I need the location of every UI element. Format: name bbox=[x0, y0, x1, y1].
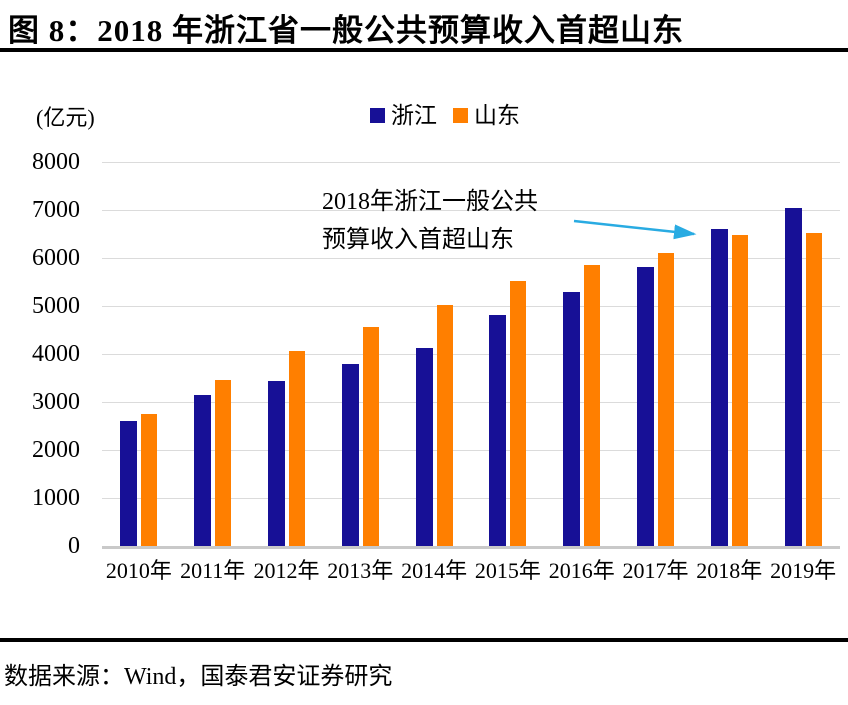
bar-group-2012年 bbox=[250, 162, 324, 546]
x-tick-label-2018年: 2018年 bbox=[696, 558, 763, 583]
y-tick-label-6000: 6000 bbox=[32, 245, 80, 271]
y-tick-label-5000: 5000 bbox=[32, 293, 80, 319]
gridline-1000 bbox=[102, 498, 840, 499]
bar-山东-2018年 bbox=[731, 235, 748, 546]
bar-山东-2011年 bbox=[215, 380, 232, 546]
bar-group-2016年 bbox=[545, 162, 619, 546]
y-tick-label-3000: 3000 bbox=[32, 389, 80, 415]
y-tick-label-2000: 2000 bbox=[32, 437, 80, 463]
bar-group-2011年 bbox=[176, 162, 250, 546]
gridline-7000 bbox=[102, 210, 840, 211]
bar-山东-2017年 bbox=[657, 253, 674, 546]
bar-浙江-2018年 bbox=[710, 229, 728, 546]
bar-浙江-2011年 bbox=[194, 395, 212, 546]
gridline-2000 bbox=[102, 450, 840, 451]
legend-item-山东: 山东 bbox=[453, 104, 520, 127]
y-tick-label-4000: 4000 bbox=[32, 341, 80, 367]
chart-legend: 浙江 山东 bbox=[370, 104, 520, 127]
footer-divider bbox=[0, 638, 848, 642]
bar-山东-2016年 bbox=[584, 265, 601, 546]
bar-group-2018年 bbox=[692, 162, 766, 546]
x-tick-label-2012年: 2012年 bbox=[253, 558, 320, 583]
gridline-5000 bbox=[102, 306, 840, 307]
x-tick-label-2010年: 2010年 bbox=[105, 558, 172, 583]
bar-浙江-2010年 bbox=[120, 421, 138, 546]
legend-swatch-icon bbox=[453, 108, 468, 123]
x-tick-label-2014年: 2014年 bbox=[401, 558, 468, 583]
bar-group-2015年 bbox=[471, 162, 545, 546]
bar-浙江-2019年 bbox=[784, 208, 802, 546]
title-divider bbox=[0, 48, 848, 52]
y-tick-label-8000: 8000 bbox=[32, 149, 80, 175]
gridline-6000 bbox=[102, 258, 840, 259]
legend-swatch-icon bbox=[370, 108, 385, 123]
bar-浙江-2016年 bbox=[563, 292, 581, 546]
bar-group-2014年 bbox=[397, 162, 471, 546]
bar-浙江-2013年 bbox=[341, 364, 359, 546]
x-tick-label-2015年: 2015年 bbox=[474, 558, 541, 583]
bar-group-2017年 bbox=[619, 162, 693, 546]
bar-浙江-2015年 bbox=[489, 315, 507, 546]
x-tick-label-2017年: 2017年 bbox=[622, 558, 689, 583]
bar-山东-2013年 bbox=[362, 327, 379, 546]
bar-山东-2010年 bbox=[141, 414, 158, 546]
bar-浙江-2014年 bbox=[415, 348, 433, 546]
gridline-8000 bbox=[102, 162, 840, 163]
x-tick-label-2016年: 2016年 bbox=[548, 558, 615, 583]
legend-label: 浙江 bbox=[391, 103, 437, 128]
annotation-line-1: 2018年浙江一般公共 bbox=[322, 189, 538, 215]
x-tick-label-2013年: 2013年 bbox=[327, 558, 394, 583]
y-tick-label-1000: 1000 bbox=[32, 485, 80, 511]
legend-label: 山东 bbox=[474, 103, 520, 128]
y-tick-label-0: 0 bbox=[68, 533, 80, 559]
bar-group-2013年 bbox=[323, 162, 397, 546]
bar-group-2010年 bbox=[102, 162, 176, 546]
gridline-3000 bbox=[102, 402, 840, 403]
gridline-4000 bbox=[102, 354, 840, 355]
bar-山东-2019年 bbox=[805, 233, 822, 546]
plot-area bbox=[102, 162, 840, 549]
bar-山东-2012年 bbox=[288, 351, 305, 546]
bar-group-2019年 bbox=[766, 162, 840, 546]
bar-浙江-2012年 bbox=[267, 381, 285, 546]
x-tick-label-2011年: 2011年 bbox=[180, 558, 246, 583]
x-tick-label-2019年: 2019年 bbox=[770, 558, 837, 583]
figure-title: 图 8：2018 年浙江省一般公共预算收入首超山东 bbox=[8, 13, 684, 48]
y-tick-label-7000: 7000 bbox=[32, 197, 80, 223]
bar-山东-2015年 bbox=[510, 281, 527, 546]
bar-浙江-2017年 bbox=[636, 267, 654, 546]
chart-annotation: 2018年浙江一般公共 预算收入首超山东 bbox=[322, 183, 538, 259]
annotation-line-2: 预算收入首超山东 bbox=[322, 227, 514, 253]
bar-山东-2014年 bbox=[436, 305, 453, 546]
legend-item-浙江: 浙江 bbox=[370, 104, 437, 127]
data-source: 数据来源：Wind，国泰君安证券研究 bbox=[4, 664, 393, 690]
y-axis-unit-label: (亿元) bbox=[36, 105, 95, 130]
